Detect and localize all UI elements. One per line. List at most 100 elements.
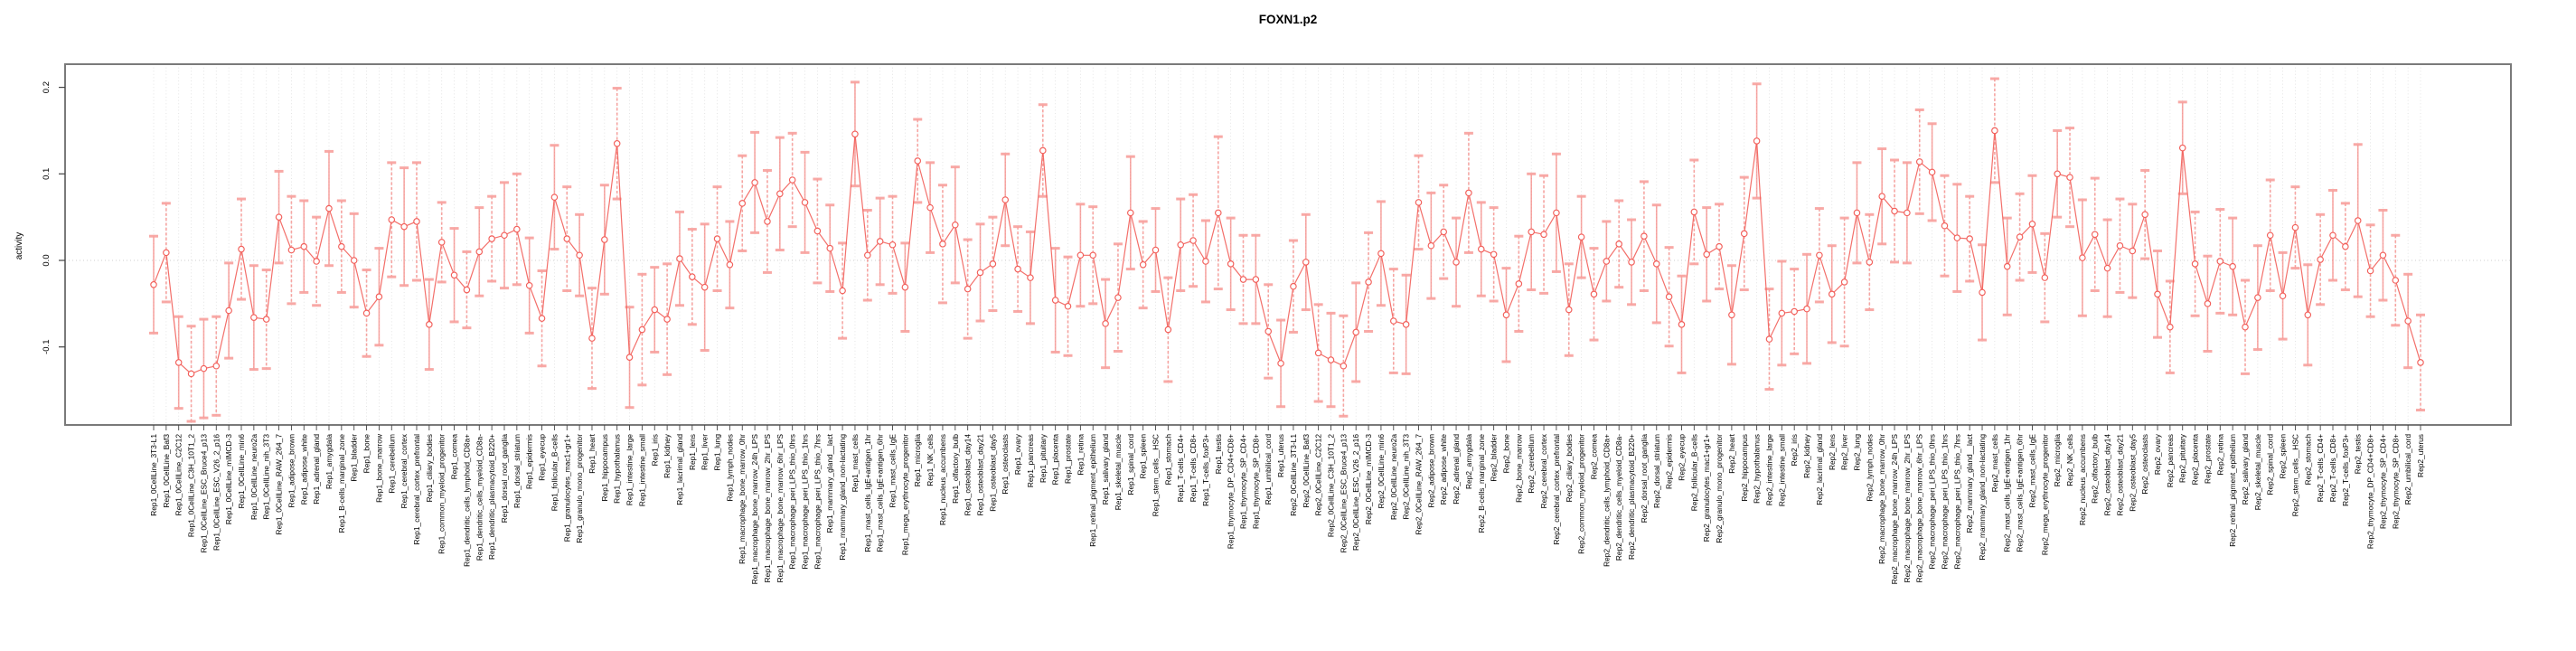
x-tick-label: Rep2_0CellLine_RAW_264_7	[1414, 434, 1423, 535]
x-tick-label: Rep2_macrophage_bone_marrow_2hr_LPS	[1903, 434, 1912, 583]
data-point	[1227, 260, 1235, 268]
x-tick-label: Rep2_adipose_white	[1439, 434, 1448, 505]
x-tick-label: Rep2_ciliary_bodies	[1565, 434, 1574, 502]
x-tick-label: Rep1_prostate	[1064, 434, 1073, 484]
data-point	[1740, 230, 1748, 238]
x-tick-label: Rep2_T-cells_CD8+	[2328, 434, 2337, 502]
x-tick-label: Rep1_dendritic_cells_lymphoid_CD8a+	[462, 434, 471, 567]
x-tick-label: Rep2_ovary	[2153, 433, 2162, 475]
data-point	[1915, 158, 1923, 165]
x-tick-label: Rep2_umbilical_cord	[2403, 434, 2412, 505]
data-point	[651, 306, 659, 314]
data-point	[1490, 250, 1498, 259]
data-point	[1565, 306, 1573, 314]
data-point	[888, 241, 897, 249]
x-tick-label: Rep1_retinal_pigment_epithelium	[1088, 434, 1097, 547]
data-point	[2392, 277, 2400, 284]
x-tick-label: Rep2_B-cells_marginal_zone	[1477, 434, 1486, 533]
data-point	[2304, 311, 2312, 319]
data-point	[275, 213, 283, 221]
data-point	[1252, 276, 1260, 283]
x-tick-label: Rep2_dorsal_striatum	[1652, 434, 1661, 508]
data-point	[601, 236, 608, 243]
data-point	[738, 200, 747, 207]
x-tick-label: Rep1_macrophage_peri_LPS_thio_0hrs	[788, 434, 797, 569]
x-tick-label: Rep1_osteoclasts	[1001, 434, 1010, 495]
x-tick-label: Rep2_0CellLine_C2C12	[1314, 434, 1323, 516]
data-point	[576, 251, 583, 259]
data-point	[2254, 294, 2261, 301]
data-point	[926, 203, 934, 212]
x-tick-label: Rep1_follicular_B-cells	[550, 434, 559, 511]
x-tick-label: Rep1_mast_cells	[851, 434, 860, 492]
data-point	[1703, 250, 1710, 259]
data-point	[513, 225, 521, 233]
x-tick-label: Rep1_macrophage_bone_marrow_2hr_LPS	[763, 434, 772, 583]
data-point	[350, 257, 358, 264]
chart-title: FOXN1.p2	[1259, 13, 1318, 26]
data-point	[901, 283, 909, 291]
x-tick-label: Rep1_B-cells_marginal_zone	[337, 434, 346, 533]
x-tick-label: Rep2_0CellLine_neuro2a	[1389, 434, 1398, 520]
data-point	[1690, 208, 1698, 216]
x-tick-label: Rep2_T-cells_CD4+	[2316, 434, 2325, 502]
data-point	[1427, 241, 1435, 250]
x-tick-label: Rep1_NK_cells	[926, 434, 935, 486]
x-tick-label: Rep1_osteoblast_day5	[988, 434, 997, 512]
data-point	[2366, 267, 2374, 275]
x-tick-label: Rep2_thymocyte_SP_CD4+	[2378, 434, 2387, 529]
x-tick-label: Rep1_macrophage_bone_marrow_6hr_LPS	[776, 434, 785, 583]
data-point	[2204, 300, 2212, 307]
data-point	[1904, 209, 1911, 217]
x-tick-label: Rep2_macrophage_peri_LPS_thio_7hrs	[1952, 434, 1961, 569]
x-tick-label: Rep2_macrophage_bone_marrow_24h_LPS	[1890, 434, 1899, 585]
y-tick-labels: 0.2 0.1 0.0 -0.1	[42, 81, 52, 354]
x-tick-label: Rep2_amygdala	[1464, 434, 1473, 489]
data-point	[1127, 209, 1134, 217]
data-point	[2342, 242, 2349, 250]
data-point	[2129, 247, 2137, 255]
x-tick-label: Rep1_cerebral_cortex	[400, 433, 409, 508]
x-tick-label: Rep2_intestine_small	[1777, 434, 1786, 506]
data-point	[1202, 258, 1209, 265]
x-tick-label: Rep2_cerebral_cortex_prefrontal	[1552, 434, 1561, 545]
data-point	[550, 193, 559, 201]
x-tick-label: Rep1_salivary_gland	[1101, 434, 1110, 505]
x-tick-label: Rep1_adipose_white	[299, 434, 308, 505]
x-tick-label: Rep1_cerebellum	[387, 434, 396, 494]
x-tick-label: Rep2_0CellLine_3T3-L1	[1289, 434, 1298, 516]
x-tick-label: Rep2_pituitary	[2178, 433, 2187, 483]
x-tick-label: Rep1_mega_erythrocyte_progenitor	[900, 434, 909, 555]
data-point	[426, 321, 433, 328]
x-tick-label: Rep1_0CellLine_neuro2a	[249, 434, 259, 520]
data-point	[1866, 259, 1874, 266]
data-point	[751, 179, 758, 186]
x-tick-label: Rep1_granulo_mono_progenitor	[575, 434, 584, 543]
data-point	[1152, 246, 1160, 254]
x-tick-label: Rep1_lens	[688, 434, 697, 470]
data-point	[1753, 137, 1761, 145]
data-point	[300, 242, 308, 250]
data-point	[362, 309, 371, 317]
data-point	[1628, 259, 1635, 266]
x-tick-label: Rep2_granulo_mono_progenitor	[1715, 434, 1724, 543]
data-point	[1991, 127, 1998, 135]
x-tick-label: Rep1_macrophage_peri_LPS_thio_1hrs	[801, 434, 810, 569]
data-point	[475, 248, 484, 256]
x-tick-label: Rep2_0CellLine_ESC_Bruce4_p13	[1339, 434, 1348, 553]
data-point	[1277, 360, 1284, 367]
x-tick-label: Rep1_microglia	[913, 434, 922, 487]
data-point	[1878, 193, 1885, 200]
data-point	[1453, 259, 1460, 266]
x-tick-label: Rep1_0CellLine_nih_3T3	[262, 434, 271, 520]
data-point	[826, 244, 834, 252]
data-point	[1290, 282, 1297, 290]
x-tick-label: Rep2_thymocyte_SP_CD8+	[2391, 434, 2400, 529]
data-point	[1302, 259, 1310, 266]
data-point	[801, 199, 809, 206]
x-tick-label: Rep1_macrophage_peri_LPS_thio_7hrs	[813, 434, 822, 569]
x-tick-label: Rep1_umbilical_cord	[1264, 434, 1273, 505]
x-tick-label: Rep2_salivary_gland	[2241, 434, 2250, 505]
data-point	[437, 239, 446, 246]
